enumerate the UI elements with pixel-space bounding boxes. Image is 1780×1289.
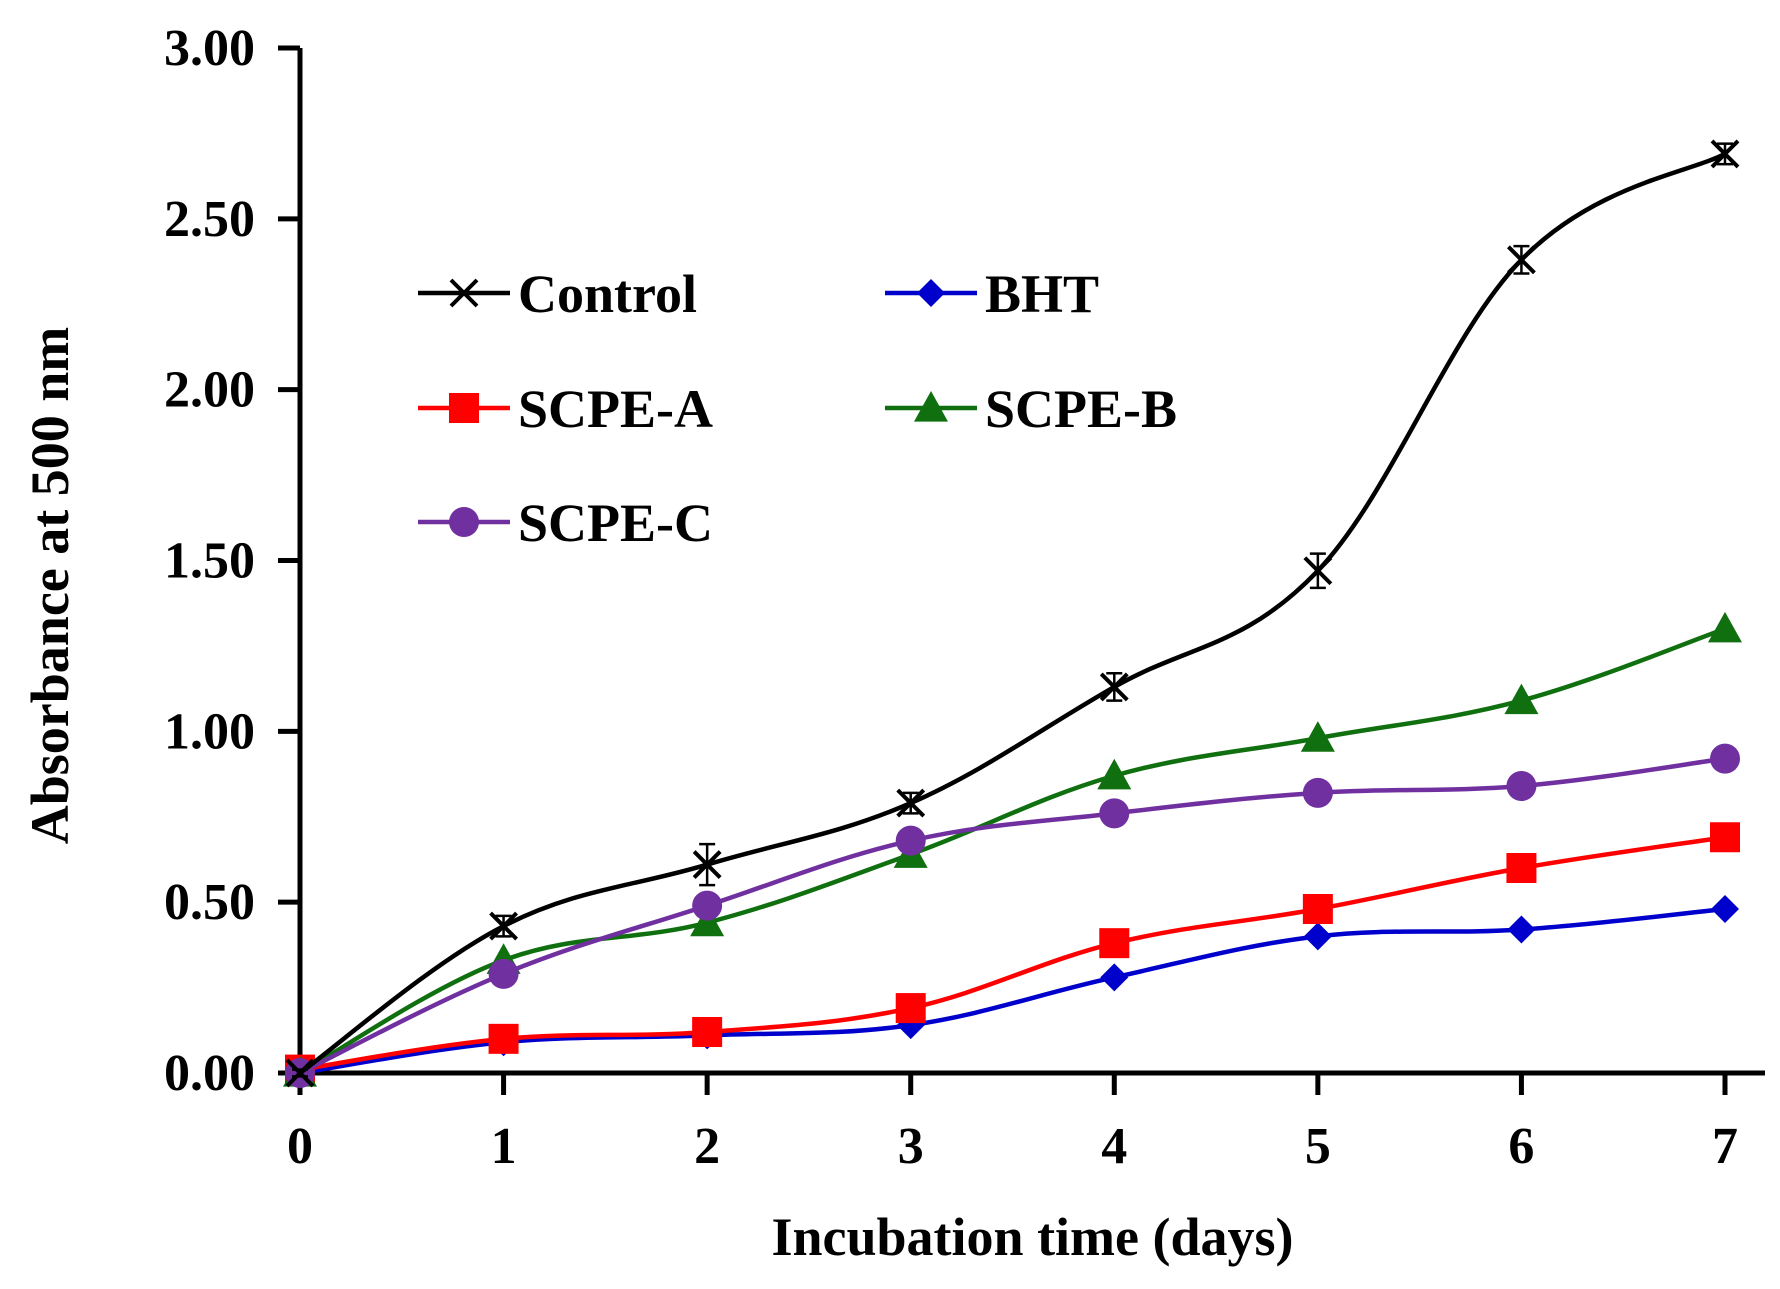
legend-marker-control: [449, 278, 479, 308]
axes: 0.00 0.50 1.00 1.50 2.00 2.50 3.00 0 1 2 3 4 5 6 7: [164, 20, 1765, 1175]
y-tick-label: 1.50: [164, 533, 255, 590]
data-point-scpe-a: [1710, 822, 1740, 853]
marker-x-stroke: [692, 850, 722, 879]
legend-item-scpe-b: SCPE-B: [885, 379, 1177, 439]
data-point-scpe-a: [1302, 894, 1333, 924]
data-point-scpe-b: [1300, 721, 1335, 752]
legend-item-scpe-c: SCPE-C: [418, 493, 713, 553]
data-point-control: [692, 850, 722, 879]
data-point-scpe-c: [488, 958, 519, 989]
data-point-scpe-c: [1710, 743, 1740, 774]
data-point-scpe-b: [690, 905, 725, 937]
legend-marker-bht: [917, 279, 945, 307]
data-point-bht: [1100, 963, 1129, 992]
y-tick-label: 2.50: [164, 191, 255, 248]
legend-marker-scpe-a: [449, 393, 479, 423]
x-tick-label: 3: [898, 1118, 924, 1175]
legend-item-scpe-a: SCPE-A: [418, 379, 713, 439]
series-line-control: [298, 151, 1727, 1075]
data-point-bht: [1507, 915, 1536, 944]
data-point-control: [896, 788, 926, 818]
legend-item-control: Control: [418, 264, 697, 324]
legend-label-scpe-c: SCPE-C: [518, 493, 713, 553]
data-point-scpe-b: [1708, 611, 1742, 643]
x-tick-label: 1: [491, 1118, 517, 1175]
y-tick-label: 0.50: [164, 874, 255, 931]
data-point-scpe-c: [1506, 771, 1537, 801]
data-point-scpe-c: [1099, 798, 1130, 829]
y-tick-label: 0.00: [164, 1045, 255, 1102]
x-tick-label: 0: [287, 1118, 313, 1175]
series-control: [285, 139, 1740, 1088]
legend-label-control: Control: [518, 264, 697, 324]
y-tick-label: 1.00: [164, 703, 255, 760]
data-point-control: [285, 1058, 315, 1088]
data-point-scpe-a: [488, 1023, 519, 1054]
data-point-control: [1710, 139, 1740, 169]
marker-x-stroke: [285, 1058, 315, 1088]
series-layer: [283, 139, 1742, 1088]
data-point-scpe-a: [1506, 853, 1537, 883]
x-tick-label: 2: [694, 1118, 720, 1175]
series-line-scpe-c: [299, 756, 1726, 1076]
series-line-bht: [299, 906, 1726, 1076]
x-tick-label: 6: [1508, 1118, 1534, 1175]
data-point-control: [1303, 556, 1333, 586]
x-tick-label: 5: [1305, 1118, 1331, 1175]
series-scpe-c: [285, 743, 1740, 1088]
marker-x-stroke: [1303, 556, 1333, 586]
series-line-scpe-a: [299, 835, 1726, 1072]
legend-label-scpe-b: SCPE-B: [985, 379, 1177, 439]
data-point-scpe-b: [1504, 683, 1539, 715]
series-scpe-b: [283, 611, 1742, 1087]
marker-x-stroke: [1507, 245, 1536, 275]
y-axis-title: Absorbance at 500 nm: [20, 327, 80, 845]
data-point-scpe-a: [692, 1017, 723, 1047]
y-tick-label: 2.00: [164, 362, 255, 419]
data-point-scpe-c: [692, 890, 723, 921]
series-scpe-a: [285, 822, 1740, 1085]
data-point-scpe-c: [895, 825, 926, 856]
legend: Control BHT SCPE-A SCPE-B SCPE-C: [418, 264, 1177, 553]
data-point-control: [1099, 672, 1129, 702]
legend-label-scpe-a: SCPE-A: [518, 379, 713, 439]
data-point-scpe-a: [1099, 928, 1130, 959]
marker-x-stroke: [1710, 139, 1740, 169]
data-point-control: [489, 911, 518, 941]
x-axis-title: Incubation time (days): [771, 1207, 1293, 1267]
marker-x-stroke: [449, 278, 479, 308]
x-tick-label: 7: [1712, 1118, 1738, 1175]
series-line-scpe-b: [298, 626, 1726, 1075]
y-tick-label: 3.00: [164, 20, 255, 77]
legend-label-bht: BHT: [985, 264, 1099, 324]
data-point-scpe-c: [1302, 777, 1333, 808]
x-tick-label: 4: [1101, 1118, 1127, 1175]
legend-marker-scpe-c: [449, 507, 479, 537]
legend-marker-scpe-b: [914, 391, 948, 422]
data-point-scpe-b: [1097, 758, 1132, 790]
marker-x-stroke: [489, 911, 518, 941]
marker-x-stroke: [896, 788, 926, 818]
data-point-control: [1507, 245, 1536, 275]
data-point-scpe-a: [895, 993, 926, 1024]
marker-x-stroke: [1099, 672, 1129, 702]
data-point-bht: [1303, 922, 1332, 951]
data-point-bht: [1711, 895, 1739, 923]
legend-item-bht: BHT: [885, 264, 1099, 324]
